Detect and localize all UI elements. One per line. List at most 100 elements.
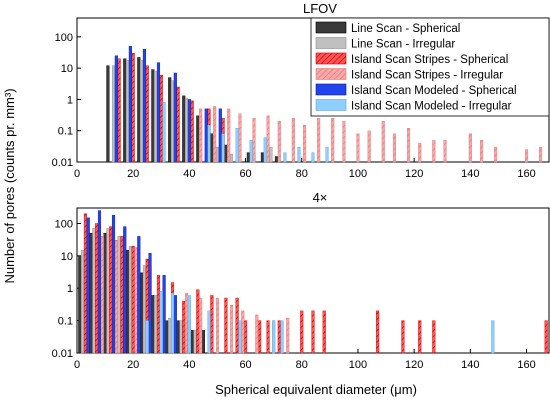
4x-bar-island-scan-stripes-irregular <box>229 304 234 354</box>
lfov-bar-island-scan-stripes-spherical <box>159 74 163 163</box>
lfov-bar-line-scan-spherical <box>224 144 228 163</box>
4x-bar-island-scan-stripes-irregular <box>286 317 290 354</box>
4x-bar-line-scan-spherical <box>176 320 180 354</box>
4x-x-axis-ticks: 0 20 40 60 80 100 120 140 160 <box>74 349 536 371</box>
lfov-bar-line-scan-irregular <box>170 80 175 163</box>
lfov-y-tick-label: 0.01 <box>52 157 73 169</box>
lfov-bar-island-scan-modeled-spherical <box>114 55 118 163</box>
lfov-x-tick-label: 20 <box>127 168 139 180</box>
4x-bar-line-scan-irregular <box>154 295 158 354</box>
lfov-bar-line-scan-spherical <box>106 65 110 163</box>
lfov-bar-line-scan-spherical <box>246 152 250 163</box>
4x-bar-island-scan-stripes-spherical <box>266 320 270 354</box>
lfov-bar-island-scan-stripes-irregular <box>342 121 346 163</box>
4x-bar-island-scan-modeled-irregular <box>145 320 149 354</box>
lfov-bar-island-scan-modeled-irregular <box>263 137 267 163</box>
legend-label-line-scan-spherical: Line Scan - Spherical <box>351 23 460 35</box>
lfov-panel: LFOV 0.01 0.1 1 10 100 0 20 40 60 80 100 120 140 160… <box>52 1 550 180</box>
lfov-bar-island-scan-stripes-irregular <box>277 121 281 163</box>
lfov-bar-island-scan-stripes-irregular <box>406 128 411 163</box>
4x-bar-island-scan-modeled-spherical <box>123 226 127 354</box>
lfov-bar-island-scan-stripes-irregular <box>367 130 371 163</box>
4x-x-tick-label: 140 <box>461 359 479 371</box>
4x-bar-island-scan-modeled-spherical <box>86 217 90 354</box>
4x-bar-island-scan-stripes-irregular <box>114 240 118 354</box>
4x-y-tick-label: 0.01 <box>52 348 73 360</box>
lfov-bar-line-scan-irregular <box>154 70 158 163</box>
lfov-bar-island-scan-modeled-spherical <box>218 108 222 163</box>
4x-bar-island-scan-stripes-spherical <box>95 223 99 354</box>
4x-bar-island-scan-stripes-spherical <box>244 320 248 354</box>
4x-bar-island-scan-stripes-spherical <box>156 275 161 354</box>
4x-y-tick-label: 10 <box>61 251 73 263</box>
lfov-bars <box>106 46 543 163</box>
4x-y-tick-label: 100 <box>55 218 73 230</box>
lfov-bar-island-scan-stripes-irregular <box>199 108 203 163</box>
lfov-bar-island-scan-modeled-spherical <box>142 49 146 163</box>
4x-bar-island-scan-stripes-spherical <box>224 297 228 354</box>
lfov-bar-line-scan-irregular <box>215 146 220 163</box>
4x-bar-island-scan-modeled-irregular <box>170 293 175 354</box>
4x-bar-island-scan-stripes-spherical <box>418 320 422 354</box>
4x-bar-line-scan-irregular <box>117 236 121 354</box>
lfov-bar-island-scan-stripes-irregular <box>480 139 484 163</box>
lfov-bar-island-scan-stripes-irregular <box>291 118 295 163</box>
4x-bar-line-scan-spherical <box>201 330 205 354</box>
4x-bar-line-scan-spherical <box>89 233 93 354</box>
lfov-bar-island-scan-modeled-irregular <box>283 152 287 163</box>
4x-bar-island-scan-stripes-spherical <box>210 295 214 354</box>
lfov-bar-island-scan-stripes-irregular <box>213 106 217 163</box>
lfov-bar-line-scan-spherical <box>274 156 279 163</box>
lfov-panel-title: LFOV <box>303 1 337 16</box>
4x-bar-line-scan-spherical <box>190 330 194 354</box>
lfov-bar-line-scan-spherical <box>260 152 264 163</box>
lfov-bar-island-scan-modeled-irregular <box>325 146 329 163</box>
4x-bar-island-scan-stripes-spherical <box>182 300 186 354</box>
lfov-bar-line-scan-irregular <box>111 65 116 163</box>
4x-panel-title: 4× <box>313 190 328 205</box>
4x-bar-line-scan-irregular <box>142 265 146 354</box>
4x-bar-island-scan-stripes-irregular <box>199 297 203 354</box>
lfov-bar-island-scan-stripes-spherical <box>145 65 149 163</box>
lfov-bar-island-scan-stripes-irregular <box>494 146 498 163</box>
4x-bar-island-scan-modeled-spherical <box>173 295 177 354</box>
4x-bar-line-scan-spherical <box>140 272 144 354</box>
lfov-bar-line-scan-spherical <box>210 133 214 163</box>
lfov-x-tick-label: 0 <box>74 168 80 180</box>
lfov-x-tick-label: 140 <box>461 168 479 180</box>
legend: Line Scan - Spherical Line Scan - Irregul… <box>310 17 550 117</box>
lfov-bar-island-scan-stripes-spherical <box>131 52 135 163</box>
lfov-y-tick-label: 10 <box>61 63 73 75</box>
4x-bar-island-scan-modeled-spherical <box>97 210 102 354</box>
lfov-bar-island-scan-stripes-irregular <box>238 113 242 163</box>
4x-bar-island-scan-stripes-irregular <box>185 293 189 354</box>
4x-bar-island-scan-modeled-irregular <box>280 320 284 354</box>
lfov-bar-island-scan-modeled-irregular <box>311 152 315 163</box>
lfov-bar-island-scan-stripes-irregular <box>381 121 385 163</box>
4x-bar-line-scan-spherical <box>165 320 169 354</box>
legend-label-island-scan-stripes-spherical: Island Scan Stripes - Spherical <box>351 54 508 66</box>
4x-bar-line-scan-irregular <box>168 317 172 354</box>
lfov-bar-island-scan-stripes-spherical <box>176 86 180 163</box>
4x-y-axis-ticks: 0.01 0.1 1 10 100 <box>52 218 81 360</box>
4x-bar-island-scan-stripes-spherical <box>277 320 281 354</box>
lfov-bar-line-scan-spherical <box>137 57 141 163</box>
4x-x-tick-label: 100 <box>349 359 367 371</box>
lfov-y-tick-label: 0.1 <box>58 126 73 138</box>
x-axis-label: Spherical equivalent diameter (μm) <box>215 382 417 397</box>
4x-bar-island-scan-stripes-spherical <box>109 226 113 354</box>
lfov-bar-island-scan-modeled-irregular <box>249 139 253 163</box>
lfov-bar-line-scan-irregular <box>269 146 273 163</box>
4x-bar-island-scan-stripes-spherical <box>376 310 380 354</box>
4x-bar-island-scan-stripes-spherical <box>432 320 436 354</box>
lfov-bar-island-scan-stripes-irregular <box>392 133 397 163</box>
4x-bar-line-scan-spherical <box>78 255 82 354</box>
y-axis-label: Number of pores (counts pr. mm³) <box>2 88 17 283</box>
4x-bar-island-scan-stripes-irregular <box>215 297 220 354</box>
4x-bar-island-scan-modeled-irregular <box>272 320 276 354</box>
4x-bar-island-scan-modeled-spherical <box>162 275 166 354</box>
legend-swatch-line-scan-spherical <box>315 21 347 34</box>
lfov-x-tick-label: 40 <box>183 168 195 180</box>
lfov-bar-line-scan-irregular <box>140 59 144 163</box>
